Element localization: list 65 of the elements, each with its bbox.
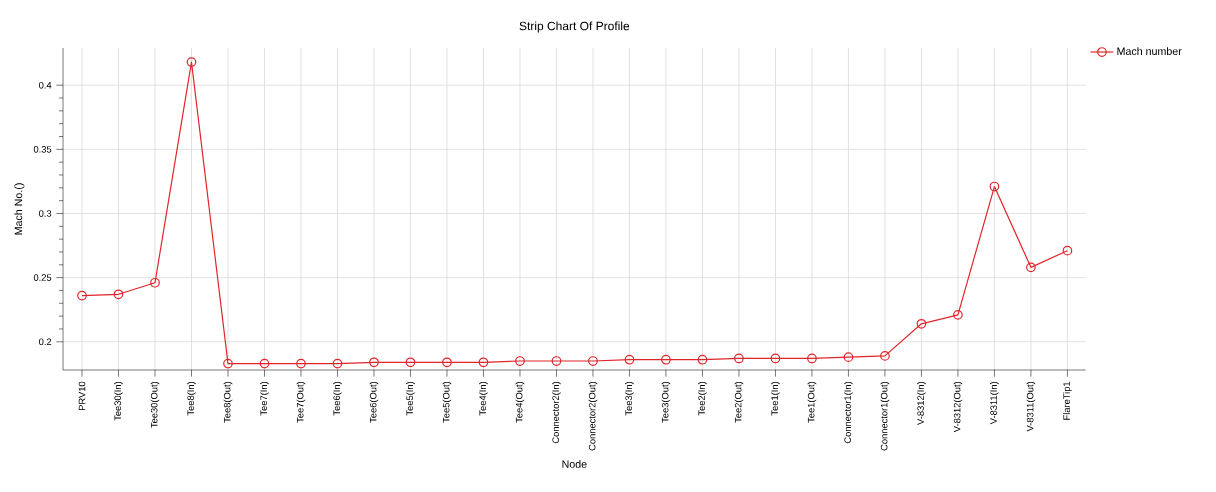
chart-title: Strip Chart Of Profile (519, 21, 630, 33)
point (770, 353, 781, 364)
point (150, 277, 160, 288)
x-tick-label: V-8311(Out) (1026, 381, 1036, 432)
point (1026, 262, 1036, 273)
point (807, 353, 817, 364)
x-tick-label: Tee7(Out) (296, 381, 306, 423)
x-axis-title: Node (562, 460, 587, 468)
x-tick-label: Connector1(Out) (880, 381, 890, 451)
x-tick-label: Tee6(Out) (369, 381, 379, 423)
point (661, 354, 671, 365)
point (259, 358, 270, 369)
point (624, 354, 635, 365)
point (843, 352, 854, 363)
x-tick-label: Tee5(Out) (442, 381, 452, 423)
point (113, 289, 124, 300)
x-tick-label: PRV10 (78, 381, 86, 410)
point (515, 356, 525, 366)
point (697, 354, 708, 365)
y-tick-label: 0.2 (39, 338, 52, 346)
point (478, 357, 489, 368)
x-tick-label: Tee6(In) (333, 381, 342, 416)
x-tick-label: Tee4(In) (479, 381, 488, 416)
point (77, 290, 87, 301)
point (551, 356, 562, 366)
x-tick-label: Tee2(In) (698, 381, 707, 416)
point (588, 356, 598, 366)
x-tick-label: Tee1(In) (771, 381, 780, 416)
point (186, 57, 197, 67)
x-tick-label: FlareTip1 (1063, 381, 1072, 420)
point (916, 318, 927, 329)
point (369, 357, 379, 368)
point (1062, 245, 1073, 256)
x-tick-label: Tee3(In) (625, 381, 634, 416)
y-tick-label: 0.3 (39, 210, 52, 217)
y-tick-label: 0.4 (39, 81, 52, 89)
point (880, 351, 890, 361)
x-tick-label: Tee30(Out) (150, 381, 160, 428)
x-tick-label: Tee30(In) (114, 381, 123, 421)
x-tick-label: Tee8(Out) (223, 381, 233, 423)
x-tick-label: Tee3(Out) (661, 381, 671, 423)
x-tick-label: Tee4(Out) (515, 381, 525, 423)
y-tick-label: 0.35 (33, 146, 52, 153)
x-tick-label: Tee8(In) (187, 381, 196, 416)
x-tick-label: Tee7(In) (260, 381, 269, 416)
point (405, 357, 416, 368)
point (442, 357, 452, 368)
x-tick-label: V-8311(In) (990, 381, 999, 425)
legend-label: Mach number (1117, 47, 1182, 55)
x-tick-label: V-8312(In) (917, 381, 926, 425)
point (223, 358, 233, 369)
point (332, 358, 343, 369)
point (734, 353, 744, 364)
x-tick-label: Connector2(Out) (588, 381, 598, 451)
y-tick-label: 0.25 (33, 274, 52, 281)
y-axis-title: Mach No.() (14, 183, 25, 235)
x-tick-label: Tee1(Out) (807, 381, 817, 423)
x-tick-label: Tee5(In) (406, 381, 415, 416)
x-tick-label: Tee2(Out) (734, 381, 744, 423)
x-tick-label: Connector1(In) (844, 381, 853, 444)
x-tick-label: Connector2(In) (552, 381, 561, 444)
point (953, 309, 963, 320)
x-tick-label: V-8312(Out) (953, 381, 963, 433)
point (989, 181, 1000, 192)
point (296, 358, 306, 369)
